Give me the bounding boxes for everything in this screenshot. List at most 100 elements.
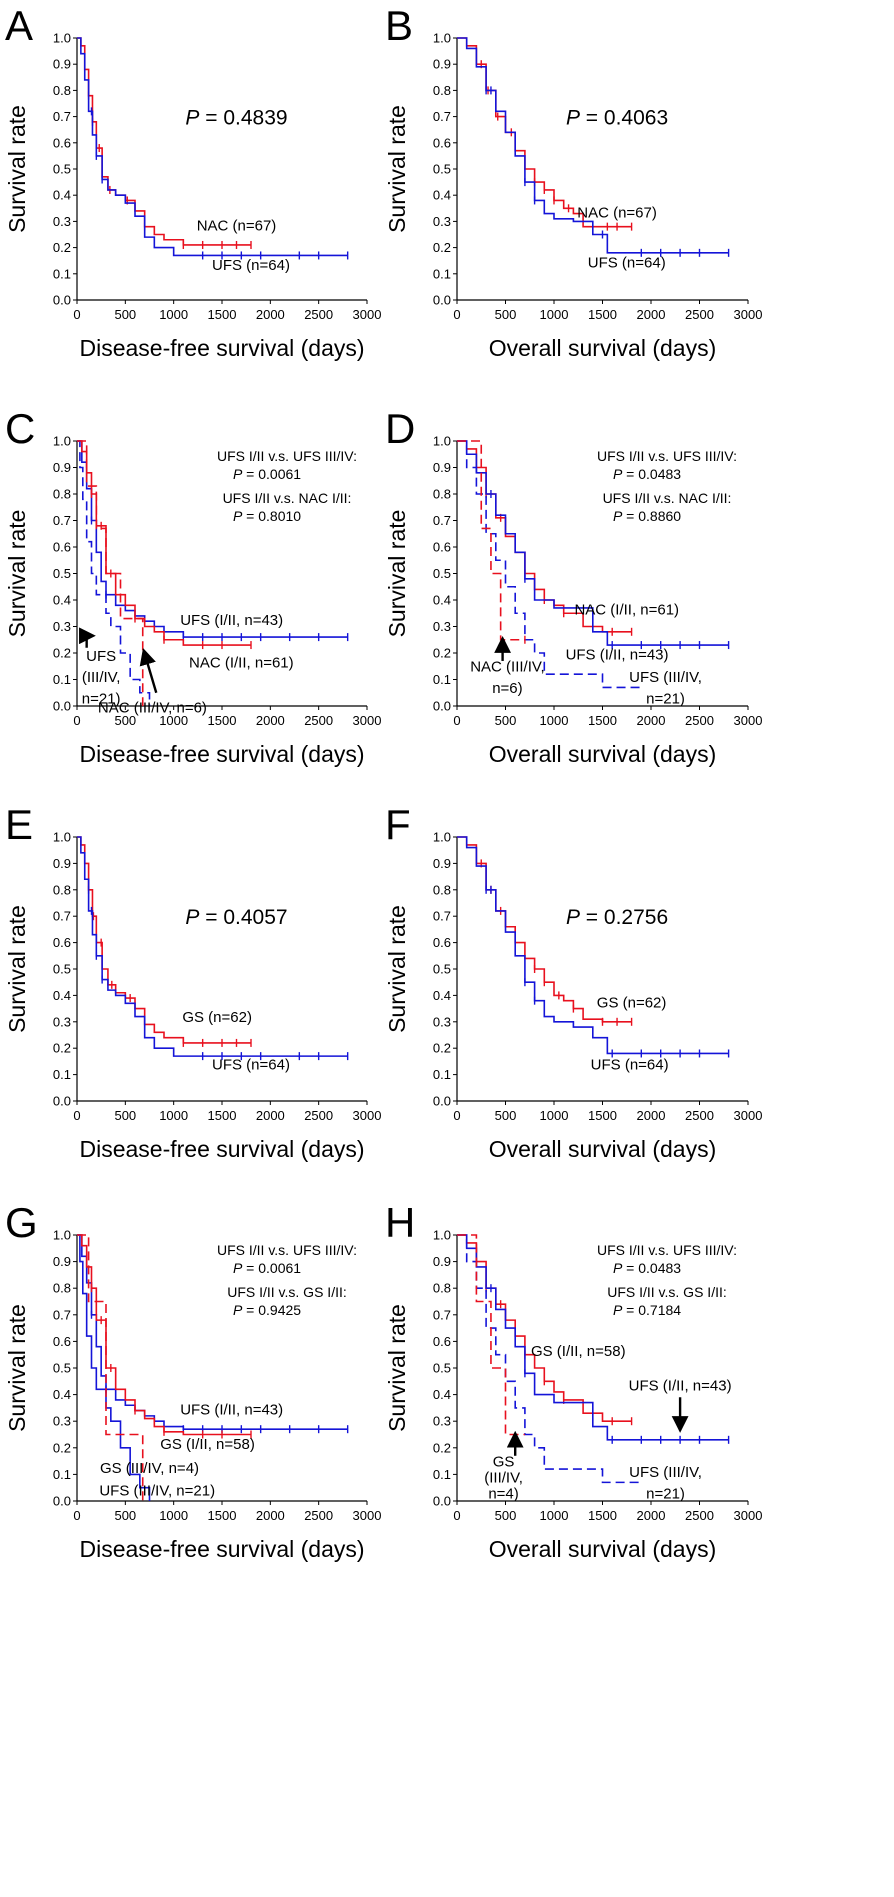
x-tick-label: 3000 [353,1508,382,1523]
x-tick-label: 0 [453,1108,460,1123]
x-tick-label: 2000 [637,1508,666,1523]
curve-label: (III/IV, [82,669,121,686]
y-tick-label: 1.0 [433,31,451,46]
y-tick-label: 0.4 [53,988,71,1003]
p-value: P = 0.2756 [566,906,668,929]
y-tick-label: 0.1 [53,1067,71,1082]
y-tick-label: 0.2 [433,240,451,255]
p-number: = 0.0483 [622,1260,681,1276]
y-axis-title: Survival rate [384,1304,410,1432]
pointer-arrow [79,627,96,648]
x-tick-label: 1000 [159,1508,188,1523]
y-tick-label: 0.7 [433,109,451,124]
x-tick-label: 2500 [685,713,714,728]
y-axis-title: Survival rate [4,905,30,1033]
panel-label: E [5,801,33,848]
y-tick-label: 0.7 [433,513,451,528]
y-tick-label: 0.3 [433,1414,451,1429]
p-symbol: P [233,466,243,482]
x-tick-label: 3000 [353,307,382,322]
y-axis-title: Survival rate [384,105,410,233]
stat-comparison: UFS I/II v.s. GS I/II: [607,1284,727,1300]
curve-label: NAC (III/IV, [470,659,544,676]
panel-H: H 0.0 0.1 0.2 0.3 0.4 0.5 0.6 0.7 0.8 0.9 1.0 0 500 10… [384,1199,762,1562]
panel-label: D [385,405,415,452]
y-axis-title: Survival rate [4,105,30,233]
p-symbol: P [613,466,623,482]
curve-label: UFS (I/II, n=43) [180,612,283,629]
x-tick-label: 500 [495,1108,517,1123]
y-tick-label: 1.0 [433,830,451,845]
panel-C: C 0.0 0.1 0.2 0.3 0.4 0.5 0.6 0.7 0.8 0.9 1.0 0 500 10… [4,405,381,767]
y-tick-label: 0.1 [53,672,71,687]
x-tick-label: 500 [114,713,136,728]
y-tick-label: 0.4 [433,988,451,1003]
x-axis-title: Disease-free survival (days) [79,741,364,767]
y-tick-label: 0.1 [433,1467,451,1482]
y-tick-label: 0.9 [433,856,451,871]
y-tick-label: 0.0 [433,1094,451,1109]
y-tick-label: 1.0 [433,434,451,449]
y-tick-label: 0.8 [433,882,451,897]
y-axis-title: Survival rate [384,905,410,1033]
stat-p-value: P = 0.8860 [613,508,681,524]
y-tick-label: 0.0 [53,699,71,714]
y-tick-label: 0.3 [433,214,451,229]
y-tick-label: 0.9 [53,856,71,871]
x-tick-label: 2000 [637,307,666,322]
curve-label: (III/IV, [484,1469,523,1486]
y-tick-label: 0.3 [53,619,71,634]
p-number: = 0.4057 [199,906,287,929]
pointer-arrow [139,648,158,694]
y-tick-label: 0.2 [433,646,451,661]
curve-label: NAC (n=67) [577,204,657,221]
x-tick-label: 2500 [685,1508,714,1523]
x-axis-title: Disease-free survival (days) [79,335,364,361]
x-tick-label: 500 [114,307,136,322]
curve-label: UFS [86,648,116,665]
y-tick-label: 0.7 [53,1307,71,1322]
p-number: = 0.8010 [242,508,301,524]
y-tick-label: 0.2 [53,646,71,661]
x-tick-label: 1500 [588,1108,617,1123]
y-tick-label: 0.4 [53,593,71,608]
curve-label: UFS (I/II, n=43) [566,647,669,664]
x-tick-label: 3000 [353,713,382,728]
p-symbol: P [233,1260,243,1276]
curve-label: UFS (I/II, n=43) [180,1402,283,1419]
survival-curve [457,836,632,1023]
x-axis-title: Overall survival (days) [489,1536,717,1562]
y-tick-label: 0.9 [433,460,451,475]
y-tick-label: 0.2 [433,1440,451,1455]
y-tick-label: 0.8 [53,487,71,502]
y-tick-label: 0.2 [53,1440,71,1455]
y-tick-label: 0.4 [53,188,71,203]
panel-A: A 0.0 0.1 0.2 0.3 0.4 0.5 0.6 0.7 0.8 0.9 1.0 0 500 10… [4,2,381,361]
curve-label: GS (n=62) [182,1009,252,1026]
x-tick-label: 500 [495,307,517,322]
survival-curve [457,1234,729,1441]
x-tick-label: 2000 [637,1108,666,1123]
y-tick-label: 0.4 [433,188,451,203]
x-tick-label: 3000 [734,713,763,728]
y-tick-label: 0.5 [433,1361,451,1376]
p-number: = 0.9425 [242,1302,301,1318]
y-tick-label: 0.1 [433,672,451,687]
survival-curve [457,440,729,646]
stat-comparison: UFS I/II v.s. NAC I/II: [223,490,352,506]
y-tick-label: 0.5 [53,1361,71,1376]
y-tick-label: 0.7 [433,909,451,924]
survival-curve [77,1234,251,1436]
y-tick-label: 0.6 [53,1334,71,1349]
x-tick-label: 2000 [256,1108,285,1123]
y-tick-label: 0.0 [53,1094,71,1109]
y-tick-label: 0.5 [433,566,451,581]
x-axis-title: Overall survival (days) [489,1136,717,1162]
y-tick-label: 0.8 [433,487,451,502]
y-tick-label: 0.8 [53,83,71,98]
x-tick-label: 0 [453,713,460,728]
y-tick-label: 0.1 [53,266,71,281]
panel-D: D 0.0 0.1 0.2 0.3 0.4 0.5 0.6 0.7 0.8 0.9 1.0 0 500 10… [384,405,762,767]
